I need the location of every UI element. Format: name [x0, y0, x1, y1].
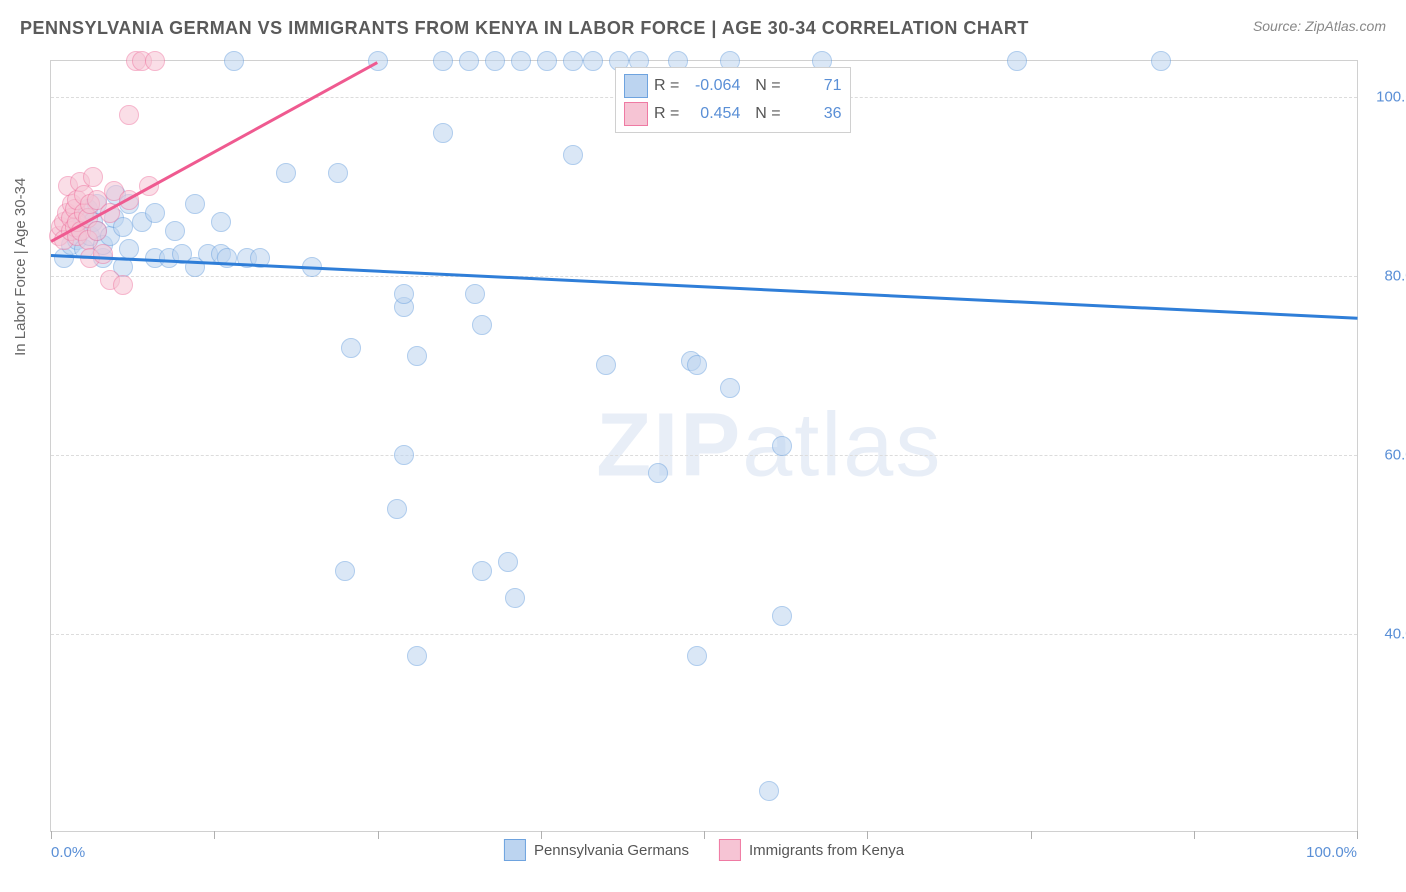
stats-row-kenya: R = 0.454 N = 36: [624, 100, 842, 128]
scatter-point-pa_german: [433, 51, 453, 71]
scatter-point-kenya: [119, 105, 139, 125]
scatter-point-pa_german: [759, 781, 779, 801]
scatter-point-pa_german: [563, 51, 583, 71]
legend-label-kenya: Immigrants from Kenya: [749, 842, 904, 859]
scatter-point-kenya: [93, 244, 113, 264]
scatter-point-kenya: [145, 51, 165, 71]
scatter-point-kenya: [113, 275, 133, 295]
x-tick: [51, 831, 52, 839]
r-value-pa-german: -0.064: [685, 77, 740, 95]
stats-row-pa-german: R = -0.064 N = 71: [624, 72, 842, 100]
x-tick: [1194, 831, 1195, 839]
scatter-point-pa_german: [276, 163, 296, 183]
scatter-point-pa_german: [407, 646, 427, 666]
scatter-point-pa_german: [720, 378, 740, 398]
n-value-pa-german: 71: [787, 77, 842, 95]
x-tick-label: 0.0%: [51, 844, 85, 861]
x-tick: [1031, 831, 1032, 839]
scatter-point-pa_german: [583, 51, 603, 71]
x-tick: [378, 831, 379, 839]
scatter-point-pa_german: [563, 145, 583, 165]
x-tick-label: 100.0%: [1306, 844, 1357, 861]
scatter-point-pa_german: [772, 436, 792, 456]
scatter-point-pa_german: [387, 499, 407, 519]
scatter-point-pa_german: [485, 51, 505, 71]
scatter-point-pa_german: [335, 561, 355, 581]
scatter-point-pa_german: [165, 221, 185, 241]
y-tick-label: 100.0%: [1376, 88, 1406, 105]
y-tick-label: 40.0%: [1384, 626, 1406, 643]
swatch-kenya: [624, 102, 648, 126]
scatter-point-pa_german: [211, 212, 231, 232]
x-tick: [541, 831, 542, 839]
gridline: [51, 276, 1357, 277]
scatter-point-pa_german: [472, 315, 492, 335]
scatter-point-kenya: [83, 167, 103, 187]
scatter-point-pa_german: [394, 284, 414, 304]
bottom-legend: Pennsylvania Germans Immigrants from Ken…: [504, 839, 904, 861]
scatter-point-pa_german: [596, 355, 616, 375]
scatter-point-pa_german: [465, 284, 485, 304]
scatter-point-pa_german: [433, 123, 453, 143]
scatter-point-pa_german: [407, 346, 427, 366]
scatter-point-pa_german: [119, 239, 139, 259]
y-axis-label: In Labor Force | Age 30-34: [12, 178, 29, 356]
n-value-kenya: 36: [787, 105, 842, 123]
scatter-point-pa_german: [537, 51, 557, 71]
legend-label-pa-german: Pennsylvania Germans: [534, 842, 689, 859]
scatter-point-pa_german: [687, 355, 707, 375]
source-label: Source: ZipAtlas.com: [1253, 18, 1386, 34]
legend-swatch-pa-german: [504, 839, 526, 861]
scatter-point-pa_german: [185, 194, 205, 214]
legend-swatch-kenya: [719, 839, 741, 861]
scatter-point-pa_german: [505, 588, 525, 608]
x-tick: [1357, 831, 1358, 839]
x-tick: [214, 831, 215, 839]
scatter-point-pa_german: [394, 445, 414, 465]
y-tick-label: 80.0%: [1384, 267, 1406, 284]
plot-area: ZIPatlas Pennsylvania Germans Immigrants…: [50, 60, 1358, 832]
scatter-point-pa_german: [459, 51, 479, 71]
scatter-point-pa_german: [511, 51, 531, 71]
chart-title: PENNSYLVANIA GERMAN VS IMMIGRANTS FROM K…: [20, 18, 1029, 38]
scatter-point-pa_german: [1007, 51, 1027, 71]
scatter-point-pa_german: [145, 203, 165, 223]
scatter-point-pa_german: [648, 463, 668, 483]
gridline: [51, 634, 1357, 635]
scatter-point-pa_german: [498, 552, 518, 572]
scatter-point-pa_german: [328, 163, 348, 183]
scatter-point-pa_german: [472, 561, 492, 581]
gridline: [51, 455, 1357, 456]
scatter-point-pa_german: [224, 51, 244, 71]
stats-legend-box: R = -0.064 N = 71 R = 0.454 N = 36: [615, 67, 851, 133]
r-value-kenya: 0.454: [685, 105, 740, 123]
x-tick: [867, 831, 868, 839]
scatter-point-pa_german: [368, 51, 388, 71]
scatter-point-pa_german: [341, 338, 361, 358]
scatter-point-pa_german: [772, 606, 792, 626]
scatter-point-kenya: [87, 221, 107, 241]
scatter-point-pa_german: [687, 646, 707, 666]
x-tick: [704, 831, 705, 839]
trend-line-pa_german: [51, 254, 1357, 319]
swatch-pa-german: [624, 74, 648, 98]
watermark: ZIPatlas: [596, 395, 942, 498]
y-tick-label: 60.0%: [1384, 446, 1406, 463]
scatter-point-pa_german: [1151, 51, 1171, 71]
